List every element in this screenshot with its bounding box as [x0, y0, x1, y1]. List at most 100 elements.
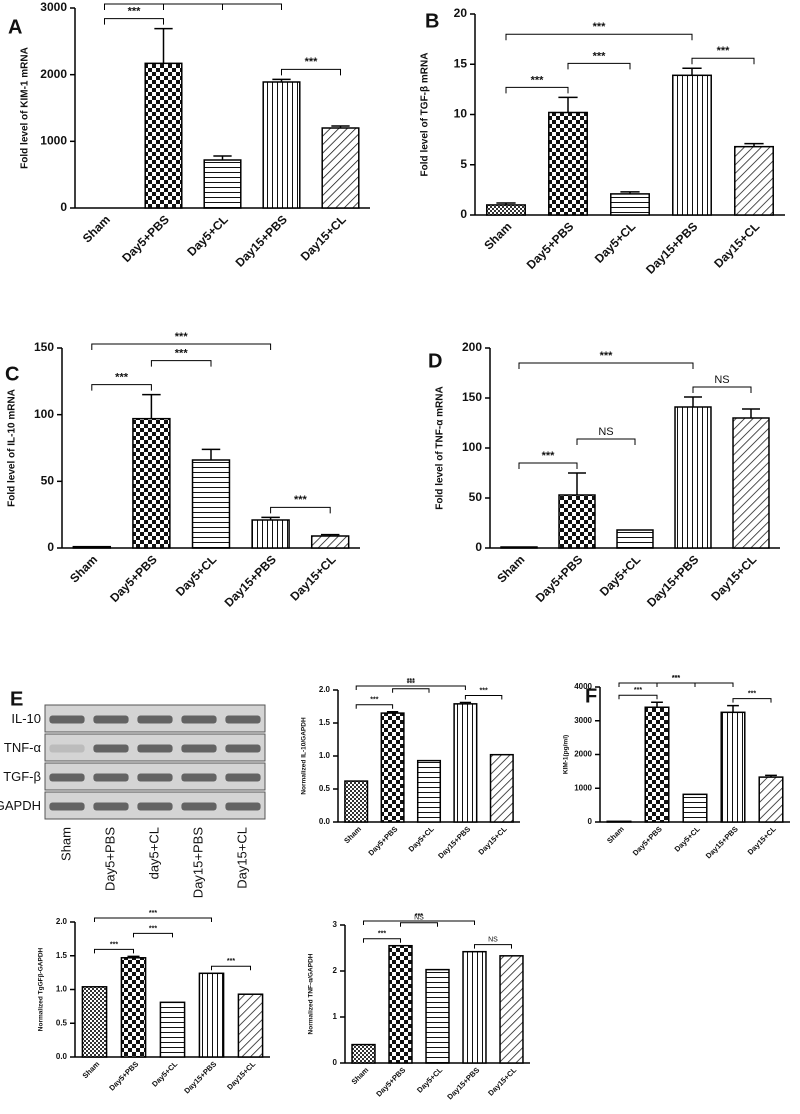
y-tick-label: 0.5: [56, 1018, 68, 1027]
significance-bracket: [618, 694, 658, 700]
significance-bracket: [94, 948, 134, 954]
panel-letter: B: [425, 10, 439, 32]
error-bar: [496, 202, 516, 205]
significance-label: ***: [175, 348, 189, 360]
x-tick-label: Day15+PBS: [182, 1059, 218, 1095]
y-tick-label: 5: [460, 157, 467, 171]
blot-band: [93, 773, 129, 782]
error-bar: [386, 711, 399, 714]
chart-panel: Normalized TNF-α/GAPDH 0 1 2 3 Sham Day5+PBS Da…: [308, 913, 530, 1101]
significance-bracket: [576, 438, 636, 445]
y-tick-label: 0: [47, 540, 54, 554]
panel-letter: E: [10, 688, 23, 710]
significance-bracket: [505, 86, 569, 94]
blot-lane-label: Day5+PBS: [102, 827, 117, 891]
error-bar: [620, 191, 640, 194]
y-tick-label: 0: [60, 200, 67, 214]
x-tick-label: Day15+PBS: [445, 1065, 481, 1101]
blot-band: [137, 773, 173, 782]
y-axis-label: Fold level of TNF-α mRNA: [435, 386, 446, 509]
significance-label: ***: [149, 910, 157, 917]
blot-band: [49, 744, 85, 753]
significance-bracket: [270, 506, 331, 514]
x-tick-label: Day15+PBS: [644, 552, 701, 609]
significance-label: NS: [598, 426, 613, 438]
bar: [262, 81, 301, 209]
significance-label: NS: [714, 374, 729, 386]
blot-band: [225, 802, 261, 811]
blot-band: [181, 744, 217, 753]
error-bar: [320, 533, 340, 536]
significance-label: ***: [672, 675, 680, 682]
x-tick-label: Day15+CL: [225, 1059, 257, 1091]
y-tick-label: 1.5: [56, 951, 68, 960]
x-tick-label: Day15+CL: [746, 824, 778, 856]
x-tick-label: Day15+CL: [486, 1065, 518, 1097]
bar: [500, 546, 538, 549]
significance-bracket: [692, 386, 752, 393]
significance-bracket: [91, 343, 272, 350]
significance-bracket: [104, 18, 164, 25]
bar: [489, 753, 514, 823]
y-axis-label: Fold level of IL-10 mRNA: [7, 389, 18, 507]
x-tick-label: Day15+CL: [287, 552, 338, 603]
y-tick-label: 3000: [40, 0, 67, 14]
y-tick-label: 150: [34, 340, 54, 354]
error-bar: [331, 125, 350, 128]
significance-bracket: [400, 922, 438, 927]
x-tick-label: Sham: [481, 219, 514, 252]
error-bar: [651, 701, 663, 708]
y-tick-label: 1.0: [319, 751, 331, 760]
y-tick-label: 3000: [574, 716, 592, 725]
y-tick-label: 2.0: [319, 685, 331, 694]
significance-label: ***: [600, 350, 614, 362]
blot-band: [93, 715, 129, 724]
x-tick-label: Day5+PBS: [107, 1059, 140, 1092]
bar: [203, 159, 242, 209]
bar: [486, 204, 526, 216]
x-tick-label: Day5+CL: [415, 1065, 445, 1095]
blot-row-label: IL-10: [11, 711, 41, 726]
significance-label: ***: [672, 675, 680, 682]
bar: [344, 780, 369, 823]
bar: [548, 111, 588, 216]
x-tick-label: Sham: [80, 212, 113, 245]
y-tick-label: 3: [333, 920, 338, 929]
x-tick-label: Sham: [494, 552, 527, 585]
blot-row-label: TGF-β: [3, 769, 41, 784]
y-tick-label: 1: [333, 1012, 338, 1021]
y-tick-label: 0: [588, 817, 593, 826]
significance-label: ***: [227, 958, 235, 965]
significance-bracket: [518, 362, 694, 369]
blot-lane-label: day5+CL: [146, 827, 161, 879]
significance-label: ***: [305, 56, 319, 68]
bar: [132, 417, 171, 549]
blot-band: [49, 715, 85, 724]
x-tick-label: Day15+PBS: [643, 219, 700, 276]
x-tick-label: Day15+CL: [476, 824, 508, 856]
bar: [81, 986, 108, 1058]
significance-label: ***: [294, 494, 308, 506]
blot-row-label: GAPDH: [0, 798, 41, 813]
x-tick-label: Day5+CL: [592, 219, 638, 265]
y-tick-label: 0.5: [319, 784, 331, 793]
y-tick-label: 1.0: [56, 985, 68, 994]
panel-letter: A: [8, 16, 22, 38]
significance-label: ***: [187, 0, 201, 3]
bar: [310, 535, 350, 549]
error-bar: [201, 448, 221, 460]
significance-bracket: [363, 920, 475, 925]
panel-letter: C: [5, 363, 19, 385]
error-bar: [568, 472, 586, 495]
x-tick-label: Day5+CL: [597, 552, 643, 598]
y-axis-label: Normalized TgGFβ-GAPDH: [38, 947, 45, 1031]
chart-panel: A Fold level of KIM-1 mRNA 0 1000 2000 3000 Sh…: [8, 0, 370, 270]
significance-label: ***: [593, 50, 607, 62]
significance-label: ***: [149, 925, 157, 932]
significance-bracket: [656, 682, 696, 687]
significance-bracket: [104, 3, 282, 10]
y-tick-label: 2000: [40, 67, 67, 81]
x-tick-label: Sham: [342, 824, 363, 845]
